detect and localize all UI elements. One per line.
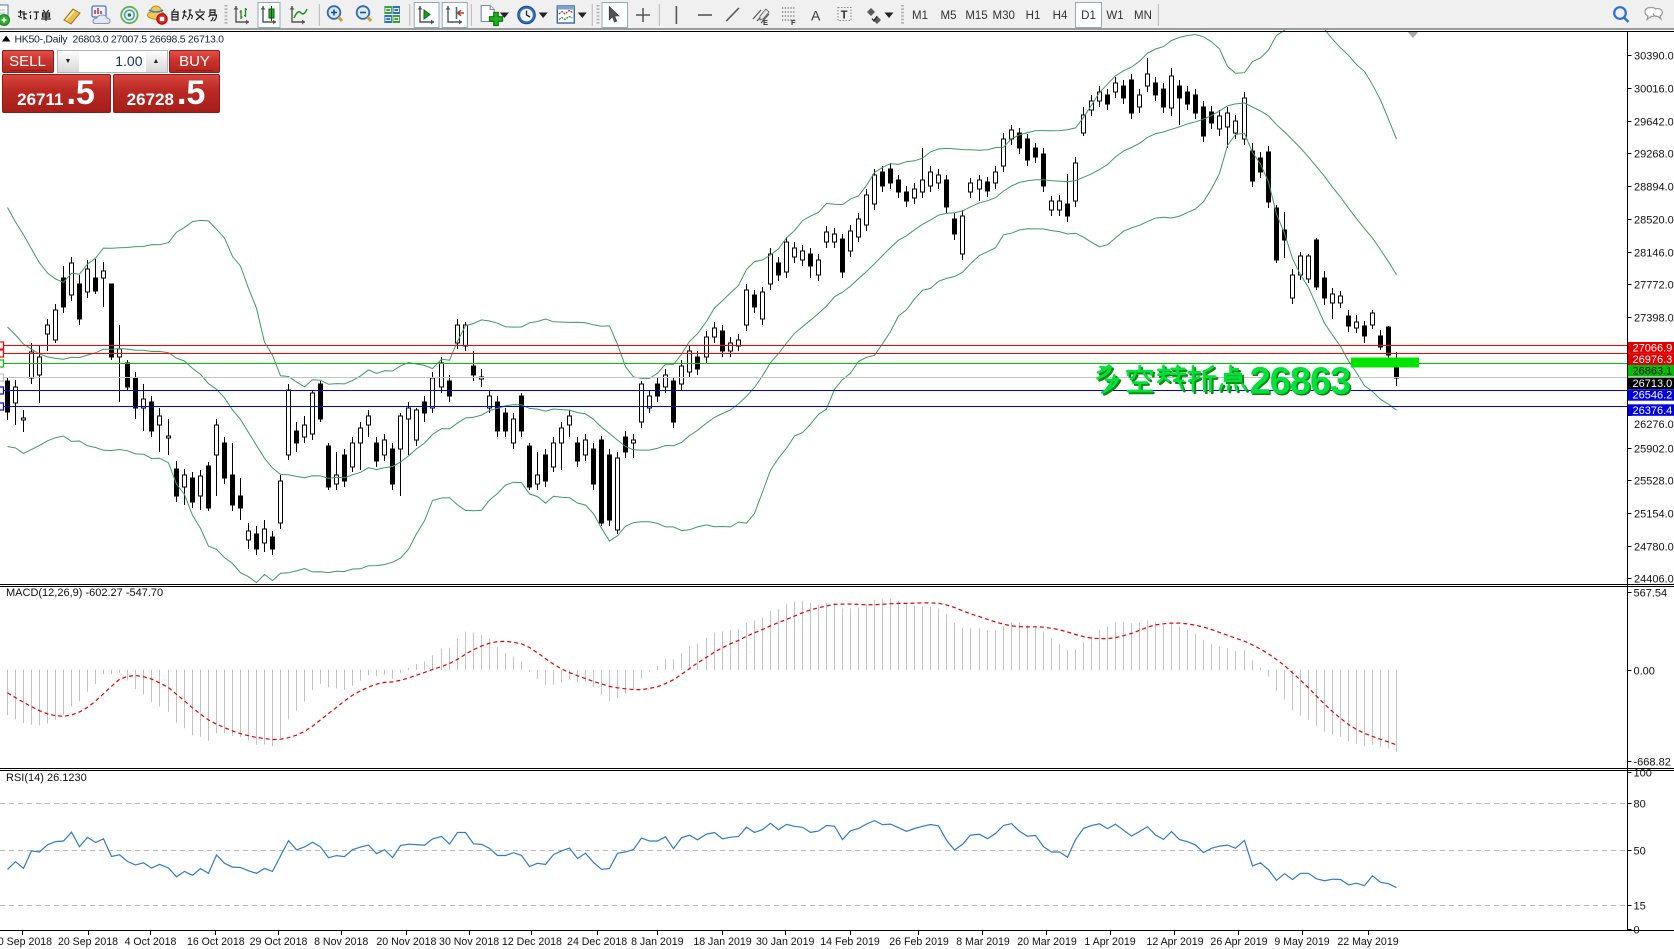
svg-text:26863.1: 26863.1 xyxy=(1633,366,1673,378)
svg-text:26376.4: 26376.4 xyxy=(1633,405,1673,417)
svg-text:100: 100 xyxy=(1634,768,1652,780)
svg-text:A: A xyxy=(811,8,821,24)
svg-text:-668.82: -668.82 xyxy=(1634,757,1671,769)
svg-text:1 Apr 2019: 1 Apr 2019 xyxy=(1084,936,1135,948)
svg-text:567.54: 567.54 xyxy=(1634,588,1668,600)
svg-text:0.00: 0.00 xyxy=(1634,666,1655,678)
svg-text:30016.0: 30016.0 xyxy=(1634,84,1674,96)
svg-text:20 Mar 2019: 20 Mar 2019 xyxy=(1017,936,1077,948)
svg-text:12 Apr 2019: 12 Apr 2019 xyxy=(1146,936,1203,948)
svg-text:W1: W1 xyxy=(1106,10,1123,22)
svg-text:E: E xyxy=(763,18,768,27)
svg-text:26863: 26863 xyxy=(1250,361,1351,403)
svg-text:T: T xyxy=(841,9,848,23)
svg-text:30390.0: 30390.0 xyxy=(1634,51,1674,63)
svg-text:22 May 2019: 22 May 2019 xyxy=(1337,936,1398,948)
svg-text:26976.3: 26976.3 xyxy=(1633,354,1673,366)
svg-text:20 Nov 2018: 20 Nov 2018 xyxy=(376,936,436,948)
svg-text:M30: M30 xyxy=(993,10,1015,22)
svg-text:MN: MN xyxy=(1134,10,1152,22)
svg-text:26546.2: 26546.2 xyxy=(1633,390,1673,402)
svg-text:M15: M15 xyxy=(965,10,987,22)
svg-text:15: 15 xyxy=(1634,901,1646,913)
svg-text:29642.0: 29642.0 xyxy=(1634,117,1674,129)
svg-text:27398.0: 27398.0 xyxy=(1634,313,1674,325)
svg-text:0: 0 xyxy=(1634,925,1640,937)
svg-text:8 Jan 2019: 8 Jan 2019 xyxy=(631,936,684,948)
svg-text:80: 80 xyxy=(1634,799,1646,811)
svg-text:29268.0: 29268.0 xyxy=(1634,149,1674,161)
svg-text:16 Oct 2018: 16 Oct 2018 xyxy=(187,936,245,948)
svg-text:24406.0: 24406.0 xyxy=(1634,574,1674,586)
svg-text:HK50-,Daily 26803.0 27007.5 2: HK50-,Daily 26803.0 27007.5 26698.5 2671… xyxy=(15,34,225,46)
svg-text:H4: H4 xyxy=(1053,10,1068,22)
svg-text:28894.0: 28894.0 xyxy=(1634,182,1674,194)
svg-text:26 Feb 2019: 26 Feb 2019 xyxy=(889,936,949,948)
svg-text:MACD(12,26,9) -602.27 -547.70: MACD(12,26,9) -602.27 -547.70 xyxy=(6,587,163,599)
svg-text:14 Feb 2019: 14 Feb 2019 xyxy=(820,936,880,948)
svg-text:F: F xyxy=(791,18,796,27)
svg-text:29 Oct 2018: 29 Oct 2018 xyxy=(250,936,308,948)
svg-text:24780.0: 24780.0 xyxy=(1634,542,1674,554)
svg-text:8 Nov 2018: 8 Nov 2018 xyxy=(314,936,368,948)
svg-text:26863: 26863 xyxy=(1251,362,1352,404)
svg-text:26 Apr 2019: 26 Apr 2019 xyxy=(1210,936,1267,948)
svg-text:30 Jan 2019: 30 Jan 2019 xyxy=(756,936,814,948)
svg-text:25154.0: 25154.0 xyxy=(1634,509,1674,521)
svg-text:27066.9: 27066.9 xyxy=(1633,343,1673,355)
svg-text:12 Dec 2018: 12 Dec 2018 xyxy=(502,936,562,948)
svg-text:28146.0: 28146.0 xyxy=(1634,248,1674,260)
svg-text:H1: H1 xyxy=(1026,10,1041,22)
svg-text:30 Nov 2018: 30 Nov 2018 xyxy=(439,936,499,948)
svg-text:24 Dec 2018: 24 Dec 2018 xyxy=(567,936,627,948)
svg-text:25902.0: 25902.0 xyxy=(1634,444,1674,456)
svg-text:8 Mar 2019: 8 Mar 2019 xyxy=(956,936,1010,948)
svg-text:26713.0: 26713.0 xyxy=(1633,378,1673,390)
svg-text:18 Jan 2019: 18 Jan 2019 xyxy=(693,936,751,948)
svg-text:28520.0: 28520.0 xyxy=(1634,215,1674,227)
svg-text:M1: M1 xyxy=(912,10,928,22)
svg-text:M5: M5 xyxy=(941,10,957,22)
svg-text:D1: D1 xyxy=(1081,10,1096,22)
svg-text:26276.0: 26276.0 xyxy=(1634,419,1674,431)
svg-text:10 Sep 2018: 10 Sep 2018 xyxy=(0,936,52,948)
svg-text:20 Sep 2018: 20 Sep 2018 xyxy=(58,936,118,948)
svg-text:4 Oct 2018: 4 Oct 2018 xyxy=(125,936,177,948)
svg-text:27772.0: 27772.0 xyxy=(1634,280,1674,292)
svg-text:9 May 2019: 9 May 2019 xyxy=(1274,936,1329,948)
svg-text:RSI(14) 26.1230: RSI(14) 26.1230 xyxy=(6,772,87,784)
svg-text:25528.0: 25528.0 xyxy=(1634,476,1674,488)
svg-text:50: 50 xyxy=(1634,846,1646,858)
